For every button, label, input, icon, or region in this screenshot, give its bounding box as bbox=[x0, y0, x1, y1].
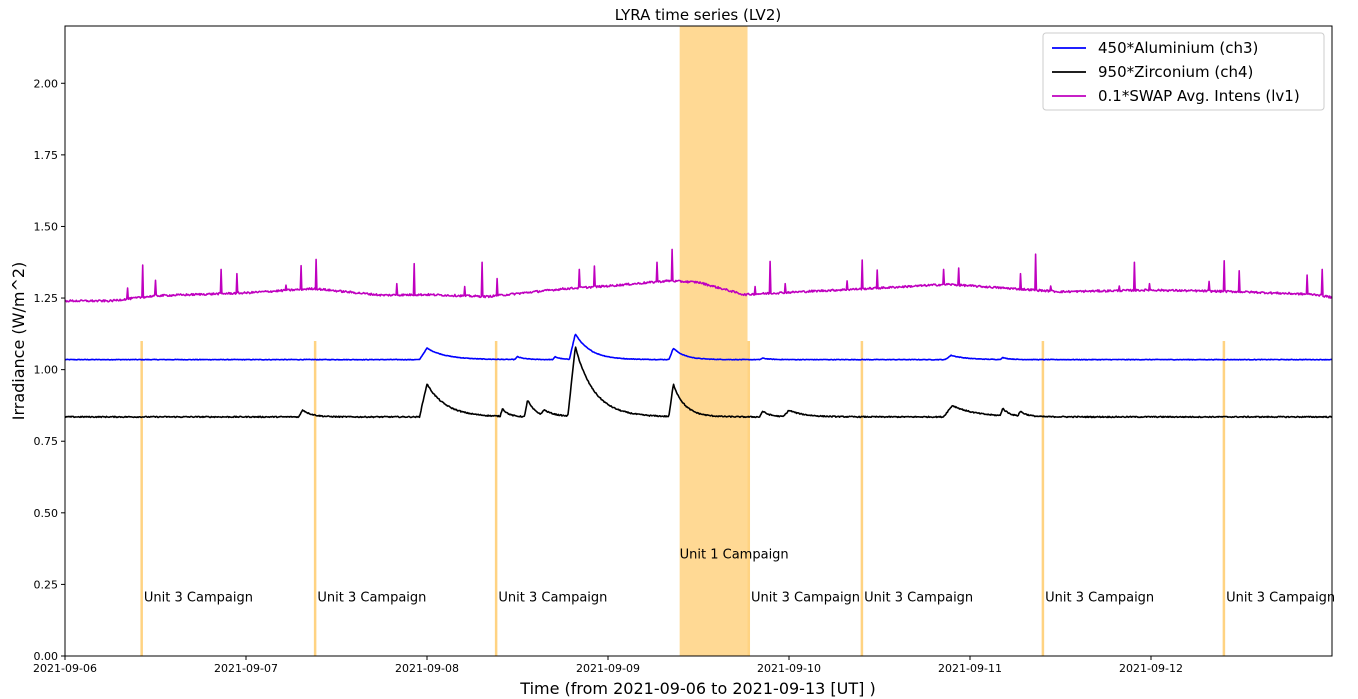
y-tick-label-5: 1.25 bbox=[34, 292, 59, 305]
x-axis: 2021-09-06 2021-09-07 2021-09-08 2021-09-09… bbox=[33, 656, 1183, 675]
chart-title: LYRA time series (LV2) bbox=[615, 6, 781, 24]
y-tick-label-2: 0.50 bbox=[34, 507, 59, 520]
series-line-2 bbox=[64, 248, 1333, 303]
legend-box bbox=[1042, 32, 1325, 111]
campaign-band-3 bbox=[679, 26, 748, 656]
series-line-0 bbox=[64, 333, 1333, 361]
campaign-band-0 bbox=[140, 341, 143, 656]
series-line-1 bbox=[64, 346, 1333, 419]
campaign-band-7 bbox=[1222, 341, 1226, 656]
x-tick-label-1: 2021-09-07 bbox=[214, 662, 278, 675]
legend: 450*Aluminium (ch3) 950*Zirconium (ch4) 0.… bbox=[1042, 32, 1325, 111]
campaign-band-5 bbox=[860, 341, 864, 656]
campaign-markers bbox=[140, 26, 1226, 656]
y-axis: 0.00 0.25 0.50 0.75 1.00 1.25 1.50 1.75 2.00 bbox=[34, 77, 65, 663]
plot-frame bbox=[64, 25, 1333, 657]
y-tick-label-3: 0.75 bbox=[34, 435, 59, 448]
campaign-band-2 bbox=[494, 341, 498, 656]
campaign-band-4 bbox=[747, 341, 751, 656]
campaign-labels: Unit 3 Campaign Unit 3 Campaign Unit 3 Cam… bbox=[144, 548, 1335, 606]
campaign-label-4: Unit 3 Campaign bbox=[751, 591, 860, 606]
x-axis-title: Time (from 2021-09-06 to 2021-09-13 [UT]… bbox=[519, 679, 875, 698]
x-tick-label-0: 2021-09-06 bbox=[33, 662, 97, 675]
y-tick-label-8: 2.00 bbox=[34, 77, 59, 90]
series-lines bbox=[64, 248, 1333, 419]
x-tick-label-4: 2021-09-10 bbox=[757, 662, 821, 675]
legend-label-1: 950*Zirconium (ch4) bbox=[1098, 63, 1253, 81]
campaign-label-5: Unit 3 Campaign bbox=[864, 591, 973, 606]
x-tick-label-5: 2021-09-11 bbox=[938, 662, 1002, 675]
x-tick-label-6: 2021-09-12 bbox=[1119, 662, 1183, 675]
legend-label-0: 450*Aluminium (ch3) bbox=[1098, 39, 1258, 57]
y-axis-title: Irradiance (W/m^2) bbox=[9, 262, 28, 421]
y-tick-label-7: 1.75 bbox=[34, 149, 59, 162]
campaign-band-1 bbox=[313, 341, 317, 656]
campaign-label-0: Unit 3 Campaign bbox=[144, 591, 253, 606]
y-tick-label-1: 0.25 bbox=[34, 578, 59, 591]
x-tick-label-2: 2021-09-08 bbox=[395, 662, 459, 675]
y-tick-label-0: 0.00 bbox=[34, 650, 59, 663]
campaign-label-6: Unit 3 Campaign bbox=[1045, 591, 1154, 606]
campaign-label-7: Unit 3 Campaign bbox=[1226, 591, 1335, 606]
y-tick-label-6: 1.50 bbox=[34, 220, 59, 233]
x-tick-label-3: 2021-09-09 bbox=[576, 662, 640, 675]
campaign-label-1: Unit 3 Campaign bbox=[317, 591, 426, 606]
campaign-label-3: Unit 1 Campaign bbox=[680, 548, 789, 563]
y-tick-label-4: 1.00 bbox=[34, 364, 59, 377]
campaign-label-2: Unit 3 Campaign bbox=[498, 591, 607, 606]
legend-label-2: 0.1*SWAP Avg. Intens (lv1) bbox=[1098, 87, 1300, 105]
campaign-band-6 bbox=[1041, 341, 1045, 656]
